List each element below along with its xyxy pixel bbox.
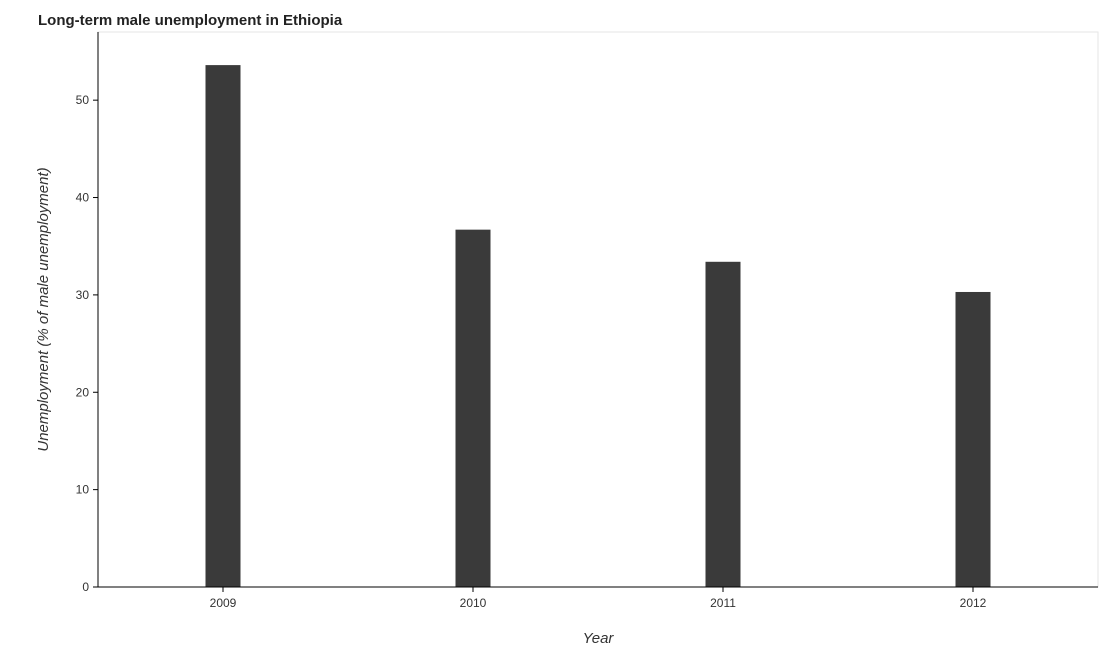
x-tick-label-2012: 2012 xyxy=(960,596,987,610)
bar-2012 xyxy=(955,291,991,587)
plot-frame xyxy=(97,31,1099,588)
bars-group xyxy=(205,65,991,587)
y-tick-label-50: 50 xyxy=(76,93,90,107)
chart-title: Long-term male unemployment in Ethiopia xyxy=(38,12,343,29)
bar-2010 xyxy=(455,229,491,587)
x-tick-label-2009: 2009 xyxy=(210,596,237,610)
y-tick-label-30: 30 xyxy=(76,288,90,302)
x-axis-label: Year xyxy=(583,630,615,647)
y-tick-label-20: 20 xyxy=(76,385,90,399)
x-tick-label-2010: 2010 xyxy=(460,596,487,610)
y-tick-label-10: 10 xyxy=(76,483,90,497)
x-ticks-group: 2009 2010 2011 2012 xyxy=(210,587,987,610)
bar-2009 xyxy=(205,65,241,587)
y-axis-label: Unemployment (% of male unemployment) xyxy=(35,167,52,451)
y-ticks-group: 0 10 20 30 40 50 xyxy=(76,93,98,594)
y-tick-label-0: 0 xyxy=(82,580,89,594)
x-tick-label-2011: 2011 xyxy=(710,596,736,610)
y-tick-label-40: 40 xyxy=(76,191,90,205)
bar-2011 xyxy=(705,261,741,587)
